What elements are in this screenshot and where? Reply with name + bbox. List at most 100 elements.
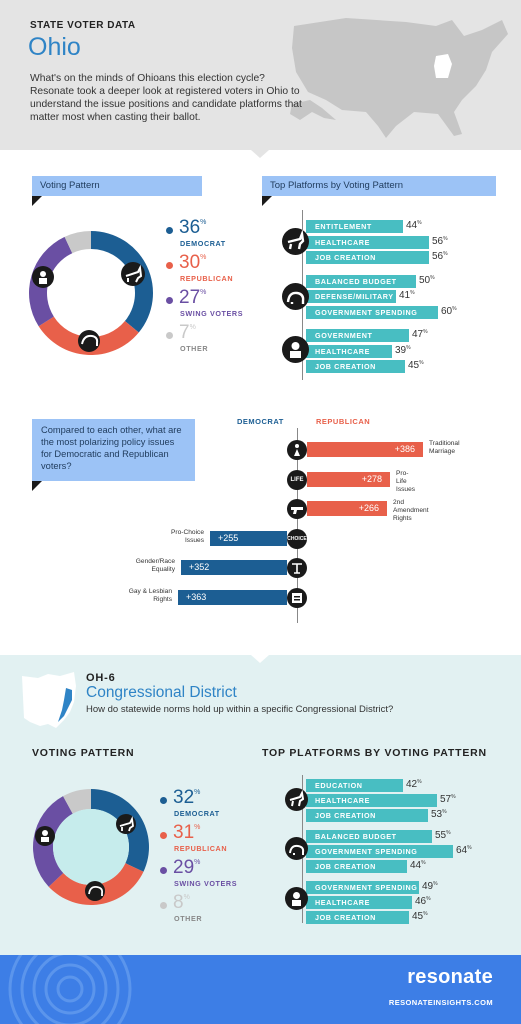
legend-label: SWING VOTERS [180,309,244,318]
choice-icon: CHOICE [287,529,307,549]
platform-bar: JOB CREATION [306,860,407,873]
platform-bar: DEFENSE/MILITARY [306,290,396,303]
legend-dot [160,867,167,874]
platform-value: 53% [431,809,447,820]
legend-item: 31% REPUBLICAN [160,822,250,857]
elephant-icon [85,881,105,901]
platform-value: 56% [432,235,448,247]
platform-value: 57% [440,794,456,805]
label-corner [32,196,42,206]
swing-voter-icon [285,887,308,910]
platform-bar: GOVERNMENT SPENDING [306,845,453,858]
resonate-logo[interactable]: resonate [407,966,493,988]
issue-label: Gay & Lesbian Rights [92,588,172,604]
legend-percent: 7% [179,322,196,343]
district-donut-chart [33,789,149,905]
district-voting-pattern-label: VOTING PATTERN [32,747,135,759]
platform-bar: HEALTHCARE [306,794,437,807]
issue-label-line: Equality [151,566,175,573]
legend-dot [160,902,167,909]
donut-slice [63,789,91,814]
republican-bar: +278 [307,472,390,487]
label-corner [32,481,42,491]
legend-item: 36% DEMOCRAT [166,217,256,252]
donut-slice [28,236,73,327]
donut-slice [38,316,139,355]
legend-percent: 31% [173,822,201,843]
elephant-icon [285,837,308,860]
elephant-icon [282,283,309,310]
issue-label-line: Issues [396,486,416,493]
legend-label: SWING VOTERS [174,879,238,888]
platform-bar: GOVERNMENT SPENDING [306,881,419,894]
platform-bar: BALANCED BUDGET [306,274,416,288]
kicker: STATE VOTER DATA [30,20,136,31]
donkey-icon [282,228,309,255]
state-donut-chart [28,231,153,355]
issue-label: Gender/Race Equality [95,558,175,574]
polarizing-axis [297,428,298,623]
platform-value: 56% [432,251,448,262]
issue-label-line: Traditional [429,440,460,447]
ohio-map-icon [22,672,76,728]
platform-value: 39% [395,344,411,356]
us-map-icon [290,18,508,138]
footer-pattern [8,955,132,1024]
platform-bar: GOVERNMENT SPENDING [306,305,438,319]
website-link[interactable]: RESONATEINSIGHTS.COM [388,998,493,1007]
platform-bar: BALANCED BUDGET [306,830,432,843]
platform-bar: HEALTHCARE [306,235,429,249]
platform-value: 64% [456,845,472,856]
democrat-axis-label: DEMOCRAT [237,417,284,426]
platforms-label: Top Platforms by Voting Pattern [262,176,496,206]
republican-bar: +266 [307,501,387,516]
legend-item: 7% OTHER [166,322,256,357]
donut-slice [91,231,153,333]
platform-bar: EDUCATION [306,779,403,792]
legend-label: OTHER [180,344,209,353]
platform-bar: GOVERNMENT SPENDING [306,329,409,353]
label-corner [262,196,272,206]
platform-value: 44% [410,860,426,871]
platform-value: 60% [441,305,457,317]
platform-bar: JOB CREATION [306,911,409,924]
democrat-bar: +363 [178,590,287,605]
republican-axis-label: REPUBLICAN [316,417,371,426]
issue-label-line: Pro-Life [396,470,409,485]
platforms-label-text: Top Platforms by Voting Pattern [270,180,404,191]
legend-percent: 27% [179,287,207,308]
issue-label-line: Marriage [429,448,456,455]
legend-item: 8% OTHER [160,892,250,927]
legend-label: REPUBLICAN [174,844,228,853]
platform-value: 45% [412,911,428,922]
header-notch [251,150,269,158]
democrat-bar: +255 [210,531,287,546]
voting-pattern-label: Voting Pattern [32,176,202,206]
issue-label-line: Gender/Race [135,558,175,565]
donut-slice [48,863,144,905]
platform-bar: HEALTHCARE [306,896,412,909]
platform-value: 55% [435,830,451,841]
page-title: Ohio [28,33,81,61]
issue-label: Pro-Life Issues [396,470,415,494]
issue-label-line: Rights [153,596,172,603]
democrat-bar: +352 [181,560,287,575]
legend-label: DEMOCRAT [174,809,220,818]
issue-label: 2nd Amendment Rights [393,499,429,523]
gun-icon [287,499,307,519]
legend-item: 27% SWING VOTERS [166,287,256,322]
platform-value: 47% [412,329,428,340]
platform-bar: JOB CREATION [306,809,428,822]
legend-item: 30% REPUBLICAN [166,252,256,287]
platform-bar: JOB CREATION [306,360,405,373]
platform-value: 46% [415,896,431,907]
legend-item: 29% SWING VOTERS [160,857,250,892]
platform-bar: JOB CREATION [306,251,429,264]
legend-label: OTHER [174,914,203,923]
district-subtitle: Congressional District [86,684,237,701]
legend-dot [166,297,173,304]
legend-percent: 32% [173,787,201,808]
issue-label-line: Issues [184,537,204,544]
donkey-icon [285,788,308,811]
legend-dot [160,797,167,804]
